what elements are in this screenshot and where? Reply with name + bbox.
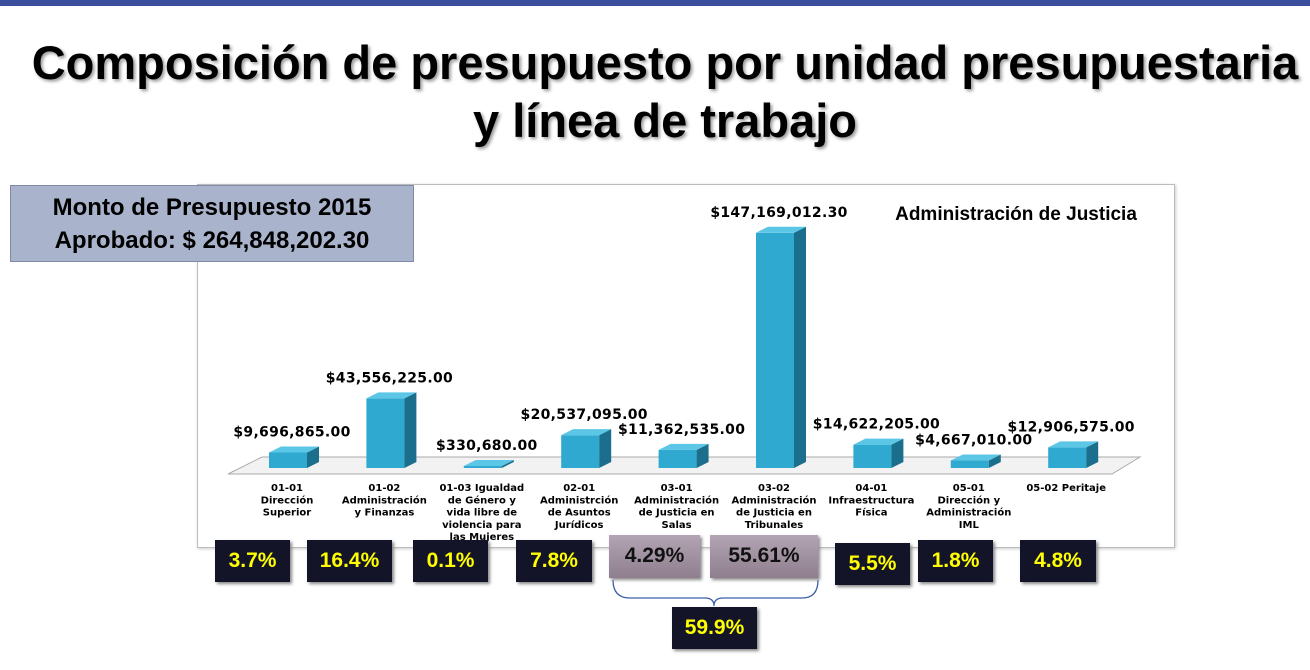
- top-accent-bar: [0, 0, 1310, 6]
- bar-top: [658, 443, 709, 450]
- data-label: $11,362,535.00: [618, 422, 745, 438]
- chart-title: Administración de Justicia: [895, 204, 1137, 225]
- percentage-badge: 7.8%: [516, 540, 592, 582]
- percentage-badge: 55.61%: [710, 535, 818, 578]
- category-label: Jurídicos: [554, 519, 604, 531]
- percentage-badge: 0.1%: [413, 540, 488, 582]
- bar-side: [794, 226, 806, 468]
- bar-side: [988, 454, 1001, 468]
- data-label: $147,169,012.30: [710, 205, 847, 221]
- category-label: 01-03 Igualdad: [439, 483, 524, 494]
- grouping-brace: [612, 579, 819, 607]
- data-label: $12,906,575.00: [1008, 419, 1135, 435]
- category-label: de Asuntos: [548, 508, 611, 519]
- category-label: Superior: [263, 508, 311, 519]
- data-label: $14,622,205.00: [813, 417, 940, 433]
- category-label: Administración: [731, 494, 816, 506]
- bar-side: [696, 443, 709, 468]
- category-label: Salas: [662, 520, 692, 531]
- category-label: Administrción: [540, 494, 618, 506]
- category-label: Tribunales: [745, 520, 803, 531]
- bar-side: [1086, 441, 1099, 468]
- bar-side: [599, 429, 612, 468]
- category-label: 03-01: [661, 483, 693, 494]
- category-label: de Género y: [448, 494, 517, 506]
- percentage-badge: 3.7%: [215, 540, 290, 582]
- category-label: 03-02: [758, 483, 790, 494]
- percentage-badge: 4.29%: [609, 535, 700, 578]
- category-label: 05-02 Peritaje: [1026, 483, 1106, 494]
- bar-top: [950, 454, 1001, 461]
- bar-top: [1048, 441, 1099, 448]
- bar: [366, 398, 405, 468]
- category-label: 05-01: [953, 483, 985, 494]
- bar-side: [891, 438, 904, 468]
- category-label: y Finanzas: [355, 508, 415, 519]
- category-label: vida libre de: [447, 508, 518, 519]
- page-title: Composición de presupuesto por unidad pr…: [0, 34, 1310, 150]
- data-label: $4,667,010.00: [915, 433, 1032, 449]
- budget-label: Monto de Presupuesto 2015: [52, 194, 372, 221]
- bar-top: [756, 226, 806, 233]
- category-label: violencia para: [442, 520, 521, 531]
- data-label: $330,680.00: [436, 438, 538, 454]
- data-label: $9,696,865.00: [233, 425, 350, 441]
- bar: [561, 435, 600, 468]
- category-label: Dirección: [261, 494, 314, 506]
- bar: [853, 444, 892, 468]
- category-label: Infraestructura: [828, 495, 914, 506]
- bar-top: [561, 429, 612, 436]
- bar-top: [853, 438, 904, 445]
- bar-side: [501, 460, 514, 468]
- category-label: 01-02: [368, 483, 400, 494]
- bar-top: [269, 446, 319, 453]
- category-label: IML: [959, 520, 980, 531]
- category-label: Dirección y: [937, 494, 1000, 506]
- category-label: 02-01: [563, 483, 595, 494]
- bar-top: [463, 460, 514, 466]
- category-label: Administración: [634, 494, 719, 506]
- budget-amount: Aprobado: $ 264,848,202.30: [54, 227, 370, 254]
- data-label: $43,556,225.00: [326, 370, 453, 386]
- title-line-2: y línea de trabajo: [473, 94, 857, 147]
- bar: [1048, 447, 1087, 468]
- bar: [658, 449, 697, 468]
- bar-side: [307, 446, 319, 468]
- category-label: de Justicia en: [736, 508, 812, 519]
- data-label: $20,537,095.00: [521, 407, 648, 423]
- combined-percentage-badge: 59.9%: [672, 607, 757, 649]
- title-line-1: Composición de presupuesto por unidad pr…: [31, 36, 1299, 89]
- category-label: 01-01: [271, 483, 303, 494]
- category-label: Administración: [342, 494, 427, 506]
- category-label: de Justicia en: [639, 508, 715, 519]
- category-label: Administración: [926, 507, 1011, 519]
- bar: [463, 466, 502, 468]
- percentage-badge: 5.5%: [835, 543, 910, 585]
- percentage-badge: 16.4%: [307, 540, 392, 582]
- category-label: Física: [855, 507, 887, 519]
- bar: [269, 452, 307, 468]
- bar: [950, 460, 989, 468]
- percentage-badge: 4.8%: [1020, 540, 1096, 582]
- bar-top: [366, 392, 417, 399]
- category-label: las Mujeres: [450, 532, 515, 543]
- percentage-badge: 1.8%: [918, 540, 993, 582]
- bar-side: [404, 392, 417, 468]
- bar: [756, 232, 794, 468]
- category-label: 04-01: [855, 483, 887, 494]
- budget-total-box: Monto de Presupuesto 2015 Aprobado: $ 26…: [10, 185, 414, 262]
